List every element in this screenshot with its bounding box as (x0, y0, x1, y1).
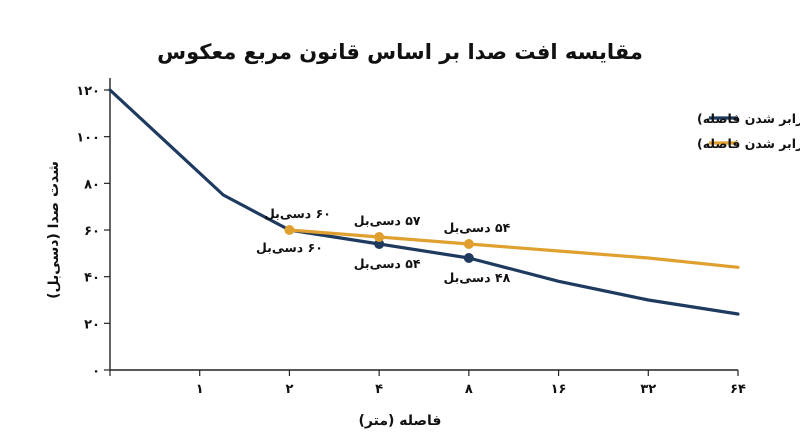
legend-label-2: منبع خطی (افت ۳ دسی‌بل در دو برابر شدن ف… (697, 136, 800, 151)
y-axis-label: شدت صدا (دسی‌بل) (46, 161, 62, 299)
data-point-marker (284, 225, 295, 235)
chart-title: مقایسه افت صدا بر اساس قانون مربع معکوس (157, 40, 643, 64)
data-label: ۵۴ دسی‌بل (443, 220, 510, 235)
data-point-marker (463, 253, 474, 263)
series-line-2 (287, 228, 740, 269)
series-line-1 (108, 88, 740, 316)
data-label: ۵۴ دسی‌بل (354, 256, 421, 271)
y-tick-label: ۸۰ (84, 177, 100, 192)
x-tick-label: ۲ (285, 382, 293, 397)
data-point-marker (463, 239, 474, 249)
x-axis-label: فاصله (متر) (359, 413, 442, 429)
y-tick-label: ۰ (92, 364, 100, 379)
data-point-marker (374, 239, 385, 249)
y-tick-label: ۱۰۰ (76, 131, 100, 146)
y-tick-label: ۲۰ (84, 317, 100, 332)
data-point-marker (374, 232, 385, 242)
y-tick-label: ۱۲۰ (76, 84, 100, 99)
legend: منبع نقطه‌ای (افت ۶ دسی‌بل در دو برابر ش… (697, 111, 800, 151)
x-tick-label: ۸ (465, 382, 473, 397)
axes: ۰ ۲۰ ۴۰ ۶۰ ۸۰ ۱۰۰ ۱۲۰ ۱ ۲ ۴ ۸ ۱۶ ۳۲ ۶۴ (76, 78, 746, 397)
data-label: ۶۰ دسی‌بل (264, 206, 331, 221)
x-tick-label: ۱۶ (551, 382, 567, 397)
x-tick-label: ۱ (196, 382, 204, 397)
annotation-label: ۶۰ دسی‌بل (256, 240, 323, 255)
legend-label-1: منبع نقطه‌ای (افت ۶ دسی‌بل در دو برابر ش… (697, 111, 800, 126)
x-tick-label: ۴ (375, 382, 383, 397)
x-tick-label: ۶۴ (730, 382, 746, 397)
series-layer (108, 88, 740, 316)
y-tick-label: ۶۰ (84, 224, 100, 239)
annotations: ۵۴ دسی‌بل ۴۸ دسی‌بل ۶۰ دسی‌بل ۵۷ دسی‌بل ۵۴ د… (256, 206, 511, 285)
data-label: ۵۷ دسی‌بل (354, 213, 421, 228)
data-label: ۴۸ دسی‌بل (443, 270, 510, 285)
x-tick-label: ۳۲ (640, 382, 656, 397)
y-tick-label: ۴۰ (84, 271, 100, 286)
